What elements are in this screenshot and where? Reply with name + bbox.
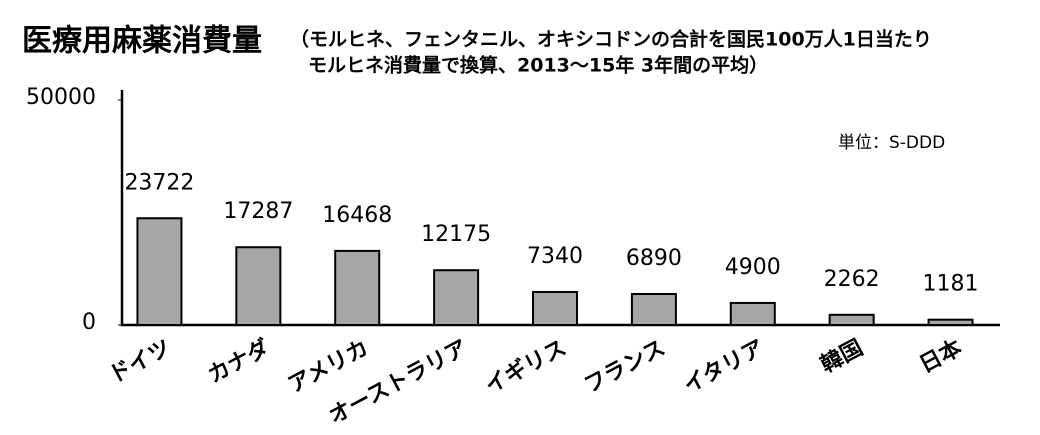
bar: [136, 217, 183, 327]
bar: [630, 292, 677, 326]
bar: [235, 246, 282, 326]
x-tick-label: 韓国: [816, 335, 867, 379]
bar: [433, 269, 480, 326]
value-label: 12175: [421, 222, 491, 247]
x-tick-label: ドイツ: [105, 336, 175, 389]
value-label: 2262: [824, 267, 880, 292]
x-tick-label: イタリア: [680, 336, 769, 399]
x-tick-label: フランス: [580, 336, 669, 399]
y-tick-label: 50000: [26, 85, 96, 110]
x-tick-label: イギリス: [481, 336, 570, 399]
chart-title: 医療用麻薬消費量: [22, 24, 262, 59]
value-label: 17287: [223, 199, 293, 224]
value-label: 4900: [725, 255, 781, 280]
bar: [532, 290, 578, 326]
chart-subtitle: （モルヒネ、フェンタニル、オキシコドンの合計を国民100万人1日当たり: [290, 28, 932, 51]
x-tick-label: カナダ: [203, 335, 273, 389]
bar: [828, 313, 875, 327]
bar: [334, 249, 381, 326]
value-label: 7340: [527, 244, 583, 269]
x-tick-label: 日本: [916, 336, 967, 379]
value-label: 16468: [322, 203, 392, 228]
bar: [927, 318, 974, 326]
bar: [729, 301, 776, 327]
y-tick-label: 0: [82, 310, 96, 335]
value-label: 6890: [626, 246, 682, 271]
chart-subtitle: モルヒネ消費量で換算、2013～15年 3年間の平均）: [308, 54, 768, 77]
value-label: 1181: [923, 272, 979, 297]
unit-label: 単位：S-DDD: [838, 133, 945, 153]
value-label: 23722: [124, 170, 194, 195]
